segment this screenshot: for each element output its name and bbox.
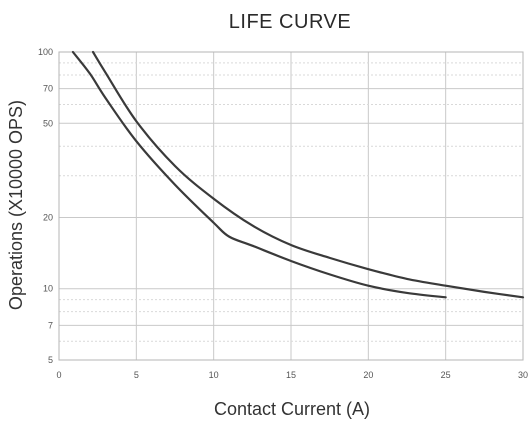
y-tick-label: 7 (48, 320, 53, 330)
x-tick-label: 0 (56, 370, 61, 380)
x-tick-label: 5 (134, 370, 139, 380)
x-tick-label: 10 (209, 370, 219, 380)
y-tick-label: 10 (43, 284, 53, 294)
x-axis-label: Contact Current (A) (214, 399, 370, 419)
y-tick-label: 70 (43, 84, 53, 94)
y-tick-label: 20 (43, 212, 53, 222)
plot-frame (58, 51, 524, 361)
x-axis-ticks: 0 5 10 15 20 25 30 (56, 370, 528, 380)
x-tick-label: 15 (286, 370, 296, 380)
x-tick-label: 20 (363, 370, 373, 380)
y-tick-label: 5 (48, 355, 53, 365)
x-tick-label: 25 (441, 370, 451, 380)
life-curve-upper (91, 50, 525, 299)
y-axis-label: Operations (X10000 OPS) (6, 100, 26, 310)
y-axis-ticks: 5 7 10 20 50 70 100 (38, 47, 53, 365)
y-tick-label: 50 (43, 118, 53, 128)
grid-lines (59, 52, 523, 360)
series-layer (71, 50, 525, 299)
y-tick-label: 100 (38, 47, 53, 57)
life-curve-lower (71, 50, 447, 299)
plot-border (58, 51, 524, 361)
chart-title: LIFE CURVE (229, 11, 351, 33)
x-tick-label: 30 (518, 370, 528, 380)
